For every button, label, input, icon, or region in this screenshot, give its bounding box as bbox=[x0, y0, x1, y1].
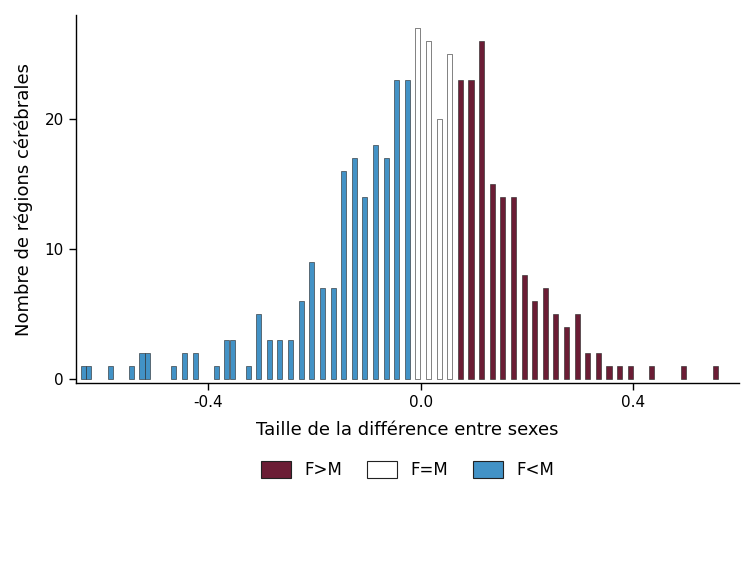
Bar bbox=[139, 353, 145, 379]
Bar bbox=[277, 340, 283, 379]
Bar bbox=[511, 197, 516, 379]
Bar bbox=[330, 288, 336, 379]
Bar bbox=[585, 353, 590, 379]
Bar bbox=[713, 366, 718, 379]
Bar bbox=[426, 41, 431, 379]
Bar bbox=[575, 314, 580, 379]
Bar bbox=[87, 366, 91, 379]
Y-axis label: Nombre de régions cérébrales: Nombre de régions cérébrales bbox=[15, 63, 33, 336]
Bar bbox=[363, 197, 367, 379]
Bar bbox=[246, 366, 250, 379]
Bar bbox=[309, 262, 314, 379]
Legend: F>M, F=M, F<M: F>M, F=M, F<M bbox=[254, 454, 561, 486]
Bar bbox=[564, 327, 569, 379]
Bar bbox=[394, 80, 399, 379]
Bar bbox=[288, 340, 293, 379]
Bar bbox=[230, 340, 234, 379]
Bar bbox=[145, 353, 150, 379]
Bar bbox=[617, 366, 622, 379]
Bar bbox=[352, 158, 357, 379]
Bar bbox=[627, 366, 633, 379]
Bar bbox=[501, 197, 505, 379]
Bar bbox=[479, 41, 484, 379]
Bar bbox=[214, 366, 219, 379]
Bar bbox=[81, 366, 86, 379]
Bar bbox=[267, 340, 272, 379]
Bar bbox=[681, 366, 686, 379]
Bar bbox=[341, 171, 346, 379]
X-axis label: Taille de la différence entre sexes: Taille de la différence entre sexes bbox=[256, 421, 559, 439]
Bar bbox=[437, 119, 442, 379]
Bar bbox=[320, 288, 325, 379]
Bar bbox=[489, 184, 495, 379]
Bar bbox=[458, 80, 463, 379]
Bar bbox=[225, 340, 229, 379]
Bar bbox=[405, 80, 410, 379]
Bar bbox=[596, 353, 601, 379]
Bar bbox=[108, 366, 112, 379]
Bar bbox=[171, 366, 176, 379]
Bar bbox=[468, 80, 474, 379]
Bar bbox=[522, 275, 526, 379]
Bar bbox=[182, 353, 187, 379]
Bar bbox=[553, 314, 559, 379]
Bar bbox=[649, 366, 654, 379]
Bar bbox=[415, 28, 421, 379]
Bar bbox=[606, 366, 611, 379]
Bar bbox=[384, 158, 388, 379]
Bar bbox=[543, 288, 548, 379]
Bar bbox=[373, 145, 378, 379]
Bar bbox=[256, 314, 262, 379]
Bar bbox=[447, 54, 452, 379]
Bar bbox=[192, 353, 198, 379]
Bar bbox=[129, 366, 134, 379]
Bar bbox=[299, 301, 304, 379]
Bar bbox=[532, 301, 537, 379]
